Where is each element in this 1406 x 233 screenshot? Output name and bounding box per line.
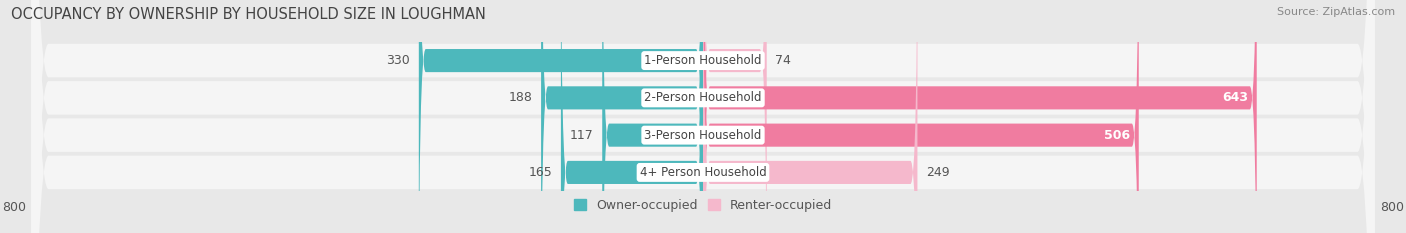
- FancyBboxPatch shape: [703, 0, 1257, 233]
- Text: 188: 188: [509, 91, 533, 104]
- Text: 3-Person Household: 3-Person Household: [644, 129, 762, 142]
- Text: 643: 643: [1222, 91, 1249, 104]
- Legend: Owner-occupied, Renter-occupied: Owner-occupied, Renter-occupied: [574, 199, 832, 212]
- Text: 1-Person Household: 1-Person Household: [644, 54, 762, 67]
- FancyBboxPatch shape: [31, 0, 1375, 233]
- Text: 330: 330: [387, 54, 411, 67]
- FancyBboxPatch shape: [703, 0, 766, 233]
- FancyBboxPatch shape: [541, 0, 703, 233]
- Text: 165: 165: [529, 166, 553, 179]
- FancyBboxPatch shape: [703, 0, 918, 233]
- FancyBboxPatch shape: [561, 0, 703, 233]
- FancyBboxPatch shape: [703, 0, 1139, 233]
- Text: OCCUPANCY BY OWNERSHIP BY HOUSEHOLD SIZE IN LOUGHMAN: OCCUPANCY BY OWNERSHIP BY HOUSEHOLD SIZE…: [11, 7, 486, 22]
- Text: 4+ Person Household: 4+ Person Household: [640, 166, 766, 179]
- Text: 506: 506: [1104, 129, 1130, 142]
- Text: 74: 74: [775, 54, 792, 67]
- FancyBboxPatch shape: [31, 0, 1375, 233]
- Text: 117: 117: [569, 129, 593, 142]
- Text: 249: 249: [927, 166, 949, 179]
- FancyBboxPatch shape: [602, 0, 703, 233]
- FancyBboxPatch shape: [31, 0, 1375, 233]
- Text: 2-Person Household: 2-Person Household: [644, 91, 762, 104]
- Text: Source: ZipAtlas.com: Source: ZipAtlas.com: [1277, 7, 1395, 17]
- FancyBboxPatch shape: [419, 0, 703, 233]
- FancyBboxPatch shape: [31, 0, 1375, 233]
